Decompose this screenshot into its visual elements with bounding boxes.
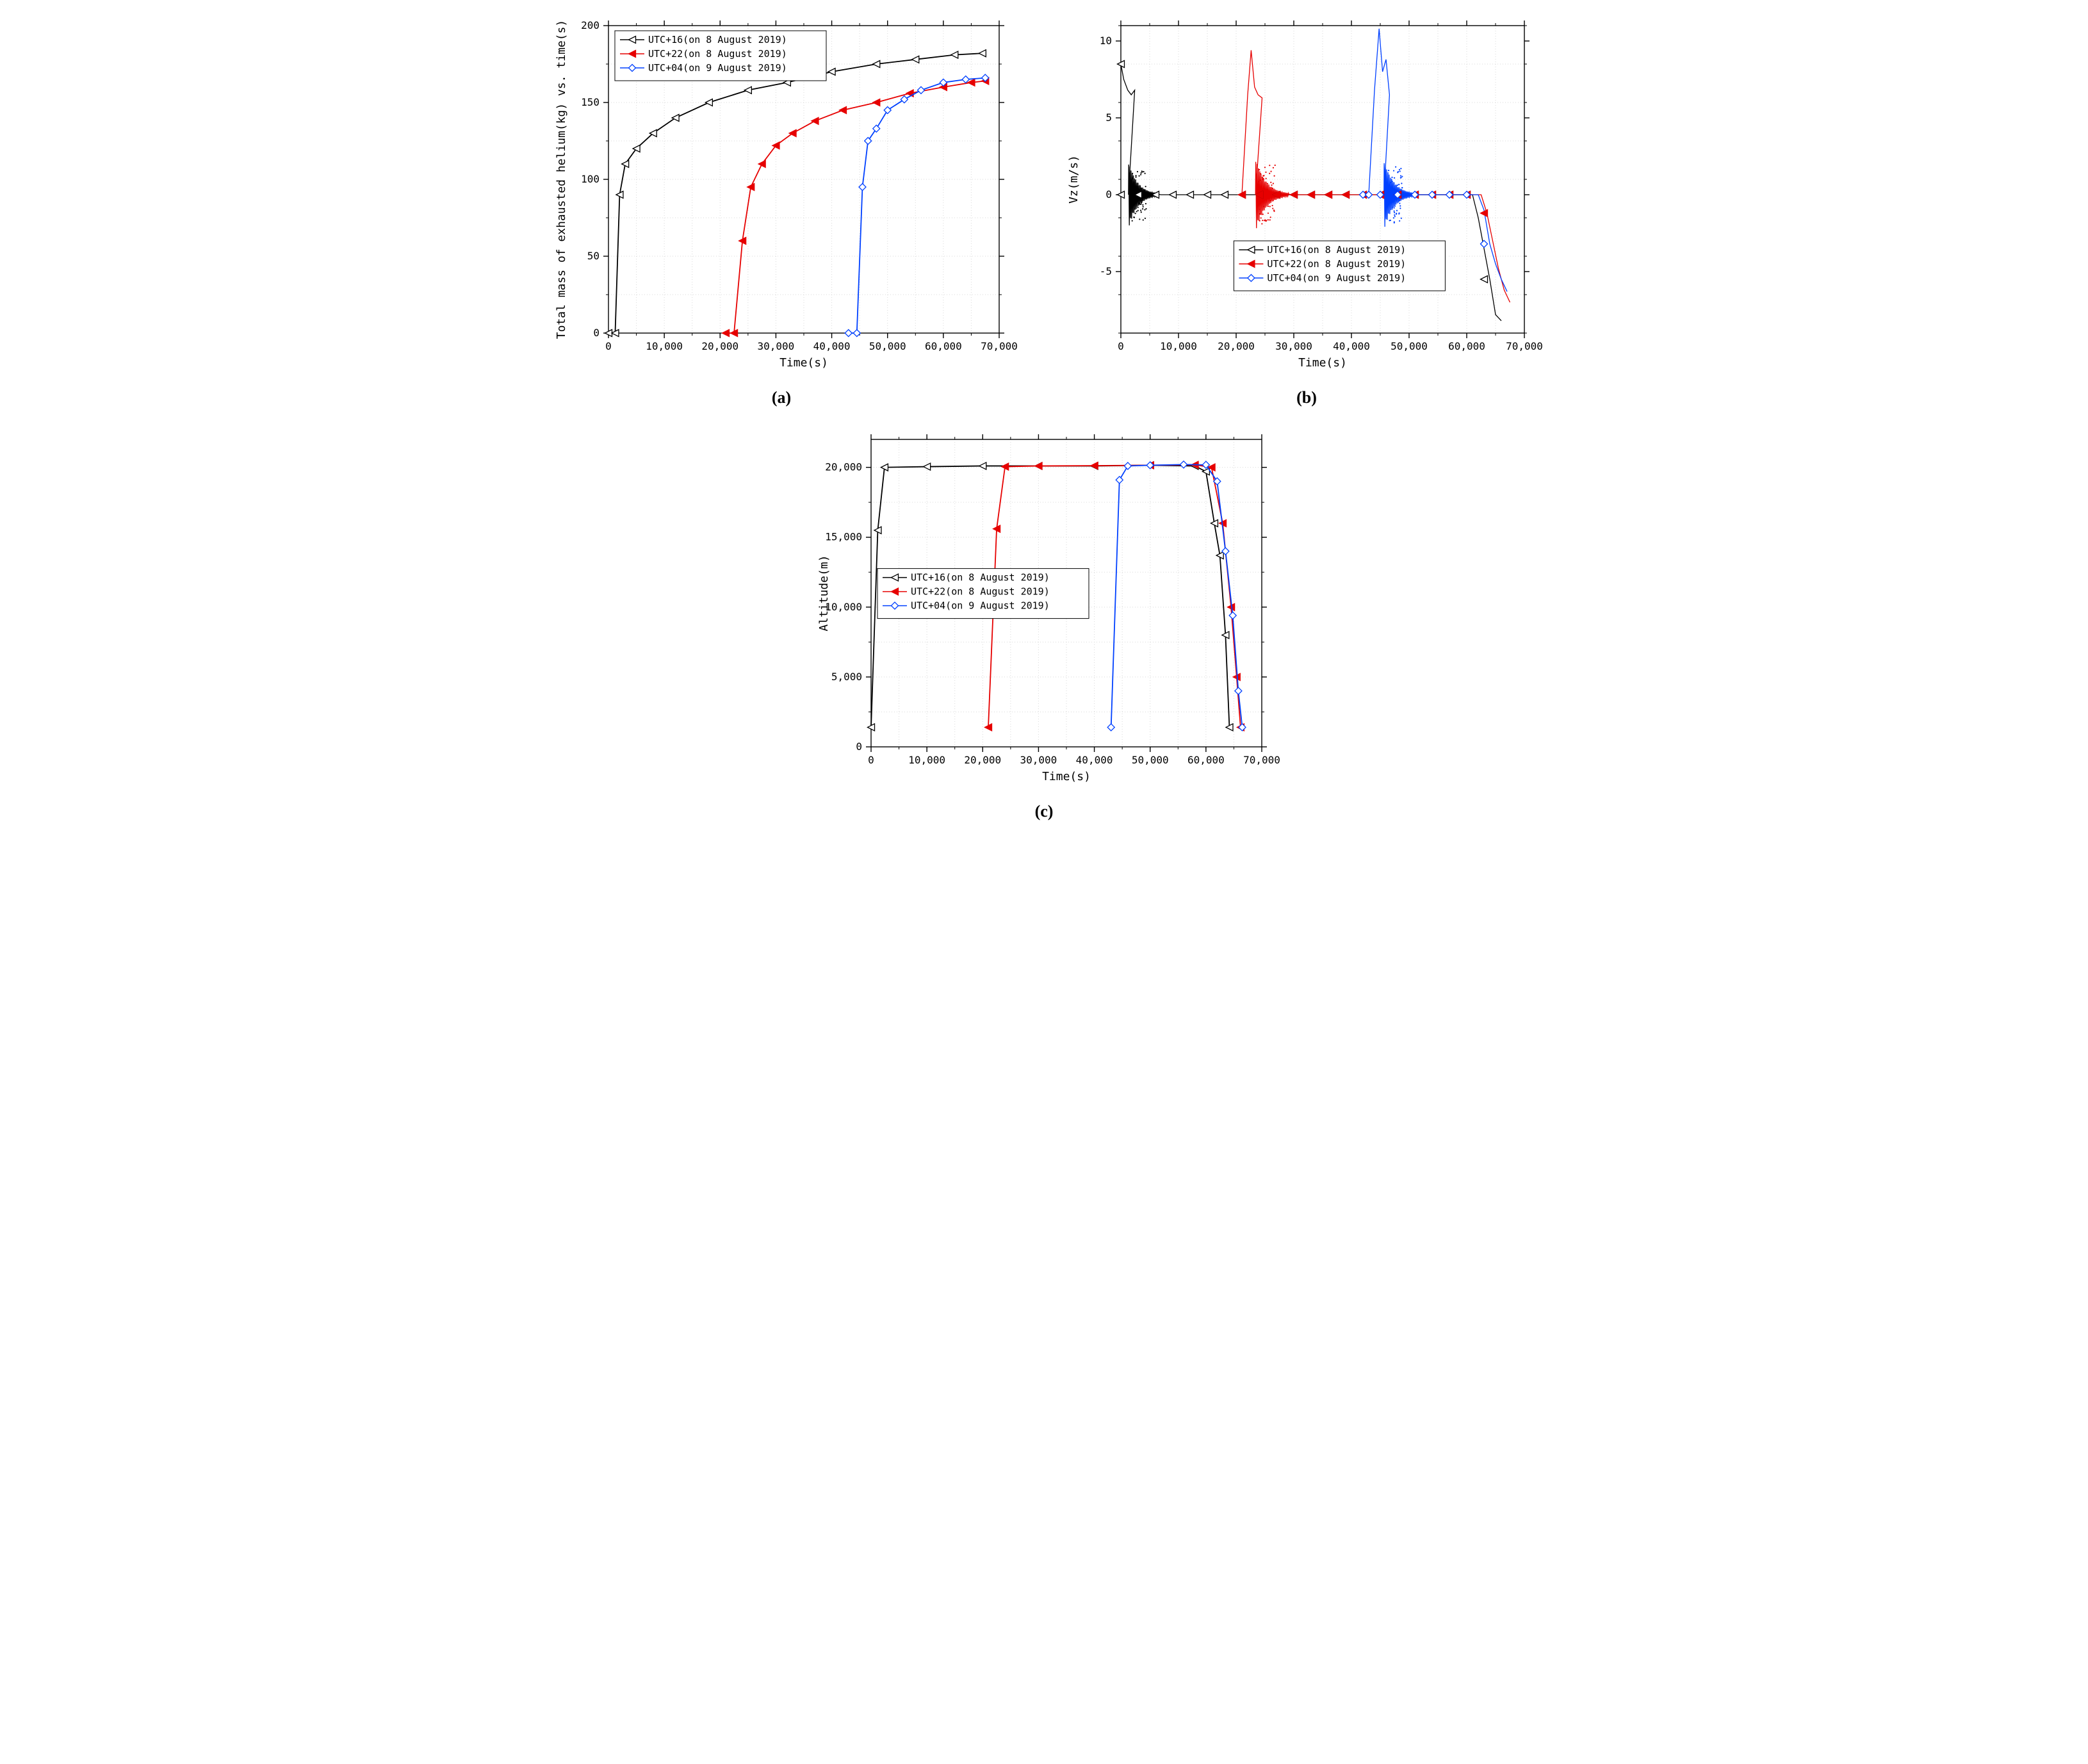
svg-text:150: 150 — [581, 96, 599, 108]
svg-text:200: 200 — [581, 19, 599, 31]
svg-text:20,000: 20,000 — [964, 754, 1001, 766]
svg-text:UTC+04(on 9 August 2019): UTC+04(on 9 August 2019) — [911, 600, 1050, 612]
svg-text:100: 100 — [581, 173, 599, 185]
svg-text:60,000: 60,000 — [1448, 340, 1485, 352]
chart-c: 0 10,000 20,000 30,000 40,000 50,000 60,000 70,… — [801, 427, 1287, 798]
svg-text:40,000: 40,000 — [1076, 754, 1113, 766]
svg-text:0: 0 — [1118, 340, 1124, 352]
svg-text:0: 0 — [868, 754, 874, 766]
chart-a: 0 10,000 20,000 30,000 40,000 50,000 60,000 70,… — [538, 13, 1025, 384]
figure-grid: 0 10,000 20,000 30,000 40,000 50,000 60,000 70,… — [532, 13, 1556, 821]
svg-text:40,000: 40,000 — [1333, 340, 1370, 352]
svg-text:Time(s): Time(s) — [1298, 356, 1347, 370]
svg-text:60,000: 60,000 — [1187, 754, 1225, 766]
svg-text:0: 0 — [1105, 188, 1112, 200]
svg-text:10,000: 10,000 — [646, 340, 683, 352]
panel-c: 0 10,000 20,000 30,000 40,000 50,000 60,000 70,… — [801, 427, 1287, 821]
svg-text:Time(s): Time(s) — [1042, 770, 1091, 783]
svg-text:20,000: 20,000 — [701, 340, 738, 352]
svg-text:15,000: 15,000 — [825, 531, 862, 543]
svg-text:70,000: 70,000 — [981, 340, 1018, 352]
svg-text:0: 0 — [593, 327, 599, 339]
svg-text:Time(s): Time(s) — [779, 356, 828, 370]
svg-text:5: 5 — [1105, 111, 1112, 124]
sublabel-a: (a) — [772, 388, 791, 407]
svg-text:Total mass of exhausted helium: Total mass of exhausted helium(kg) vs. t… — [555, 20, 568, 339]
svg-text:UTC+22(on 8 August 2019): UTC+22(on 8 August 2019) — [1267, 258, 1406, 270]
svg-text:UTC+22(on 8 August 2019): UTC+22(on 8 August 2019) — [911, 586, 1050, 598]
sublabel-c: (c) — [1035, 802, 1054, 821]
svg-text:10,000: 10,000 — [908, 754, 945, 766]
svg-text:UTC+04(on 9 August 2019): UTC+04(on 9 August 2019) — [648, 62, 787, 74]
svg-text:50,000: 50,000 — [869, 340, 906, 352]
svg-text:UTC+16(on 8 August 2019): UTC+16(on 8 August 2019) — [648, 34, 787, 45]
svg-text:Altitude(m): Altitude(m) — [817, 555, 831, 631]
svg-text:10,000: 10,000 — [1160, 340, 1197, 352]
svg-text:UTC+16(on 8 August 2019): UTC+16(on 8 August 2019) — [911, 572, 1050, 584]
svg-text:50,000: 50,000 — [1391, 340, 1428, 352]
chart-b: 0 10,000 20,000 30,000 40,000 50,000 60,000 70,… — [1063, 13, 1550, 384]
panel-b: 0 10,000 20,000 30,000 40,000 50,000 60,000 70,… — [1057, 13, 1556, 407]
svg-text:Vz(m/s): Vz(m/s) — [1067, 155, 1081, 204]
sublabel-b: (b) — [1296, 388, 1317, 407]
svg-text:40,000: 40,000 — [813, 340, 851, 352]
svg-text:70,000: 70,000 — [1506, 340, 1543, 352]
svg-text:70,000: 70,000 — [1243, 754, 1280, 766]
svg-text:0: 0 — [605, 340, 612, 352]
svg-text:20,000: 20,000 — [1218, 340, 1255, 352]
svg-text:5,000: 5,000 — [831, 671, 862, 683]
svg-text:UTC+16(on 8 August 2019): UTC+16(on 8 August 2019) — [1267, 244, 1406, 256]
svg-text:0: 0 — [856, 740, 862, 753]
svg-text:30,000: 30,000 — [758, 340, 795, 352]
svg-text:20,000: 20,000 — [825, 461, 862, 473]
svg-text:-5: -5 — [1100, 265, 1112, 277]
svg-text:60,000: 60,000 — [925, 340, 962, 352]
svg-text:10: 10 — [1100, 35, 1112, 47]
svg-text:UTC+04(on 9 August 2019): UTC+04(on 9 August 2019) — [1267, 272, 1406, 284]
panel-a: 0 10,000 20,000 30,000 40,000 50,000 60,000 70,… — [532, 13, 1031, 407]
svg-text:50,000: 50,000 — [1132, 754, 1169, 766]
svg-text:50: 50 — [587, 250, 599, 262]
svg-text:30,000: 30,000 — [1275, 340, 1312, 352]
svg-text:30,000: 30,000 — [1020, 754, 1057, 766]
svg-text:UTC+22(on 8 August 2019): UTC+22(on 8 August 2019) — [648, 48, 787, 60]
